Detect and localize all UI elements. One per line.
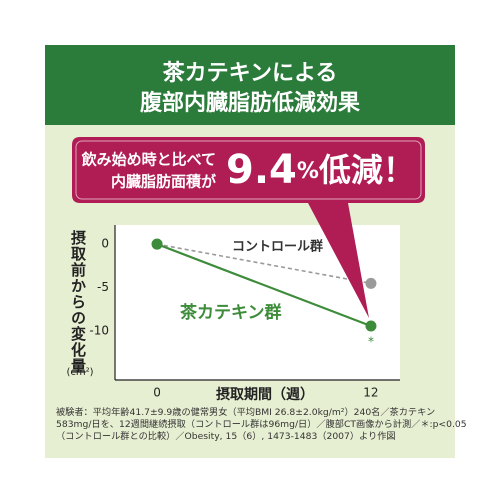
header-band — [45, 45, 455, 125]
title-line: 茶カテキンによる — [163, 61, 338, 86]
series-label: 茶カテキン群 — [180, 302, 282, 323]
series-line — [156, 243, 372, 328]
footnote-box: 被験者：平均年齢41.7±9.9歳の健常男女（平均BMI 26.8±2.0kg/… — [56, 407, 467, 442]
y-axis-label: 摂取前からの変化量 — [69, 230, 87, 374]
point — [365, 320, 377, 332]
x-axis-label: 摂取期間（週） — [216, 386, 314, 403]
callout-unit: % — [297, 159, 319, 184]
callout-border — [75, 140, 422, 200]
callout-value: 9.4 — [226, 147, 297, 193]
y-unit: (cm²) — [66, 367, 93, 378]
callout-box — [72, 137, 425, 318]
callout-line: 内臓脂肪面積が — [111, 173, 217, 191]
series-line — [156, 243, 372, 285]
x-tick-label: 0 — [153, 386, 161, 400]
callout-suffix: 低減！ — [319, 151, 415, 189]
point — [365, 277, 377, 289]
footnote: 被験者：平均年齢41.7±9.9歳の健常男女（平均BMI 26.8±2.0kg/… — [56, 407, 467, 442]
y-tick-label: -5 — [97, 280, 109, 294]
callout-headline: 9.4%低減！ — [226, 147, 415, 193]
x-tick-label: 12 — [363, 386, 378, 400]
y-tick-label: -10 — [89, 324, 109, 338]
point — [151, 238, 163, 250]
title-line: 腹部内臓脂肪低減効果 — [140, 90, 360, 116]
callout-line: 飲み始め時と比べて — [81, 151, 216, 169]
series-label: コントロール群 — [232, 239, 323, 255]
significance-mark: * — [368, 335, 374, 349]
y-tick-label: 0 — [101, 237, 109, 251]
